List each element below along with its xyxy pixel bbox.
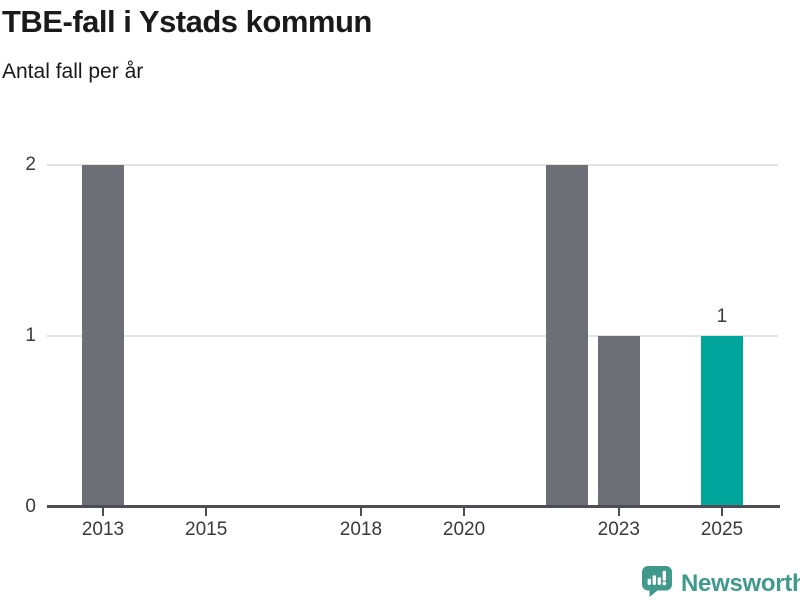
newsworthy-bar-chart-bubble-icon [641,565,673,600]
x-axis-tick-2013 [102,508,104,516]
gridline-y-2 [47,164,778,166]
x-axis-tick-label: 2018 [339,519,383,540]
x-axis-tick-label: 2013 [81,519,125,540]
y-axis-tick-label: 0 [25,496,36,517]
gridline-y-1 [47,335,778,337]
bar-2025 [700,336,743,507]
y-axis-tick-label: 1 [25,325,36,346]
x-axis-tick-2020 [463,508,466,516]
x-axis-tick-label: 2015 [185,519,228,540]
x-axis-tick-2018 [359,508,362,516]
plot-area: 0 1 2 2013 2015 2018 2020 2023 2025 1 [25,154,780,540]
chart-subtitle: Antal fall per år [2,60,144,83]
x-axis-tick-2023 [617,508,620,516]
bar-2023 [597,336,640,507]
newsworthy-logo[interactable]: Newsworthy [641,565,800,600]
x-axis-tick-label: 2025 [700,519,744,540]
x-axis-tick-2025 [720,508,723,516]
x-axis-line [47,505,780,508]
x-axis-tick-2015 [205,508,208,516]
newsworthy-wordmark: Newsworthy [681,570,800,597]
x-axis-tick-label: 2020 [442,519,486,540]
x-axis-tick-label: 2023 [597,519,640,540]
bar-2022 [546,165,589,507]
y-axis-tick-label: 2 [25,154,36,175]
bar-2013 [82,165,124,507]
bar-value-label: 1 [716,306,728,327]
chart-title: TBE-fall i Ystads kommun [2,4,372,39]
